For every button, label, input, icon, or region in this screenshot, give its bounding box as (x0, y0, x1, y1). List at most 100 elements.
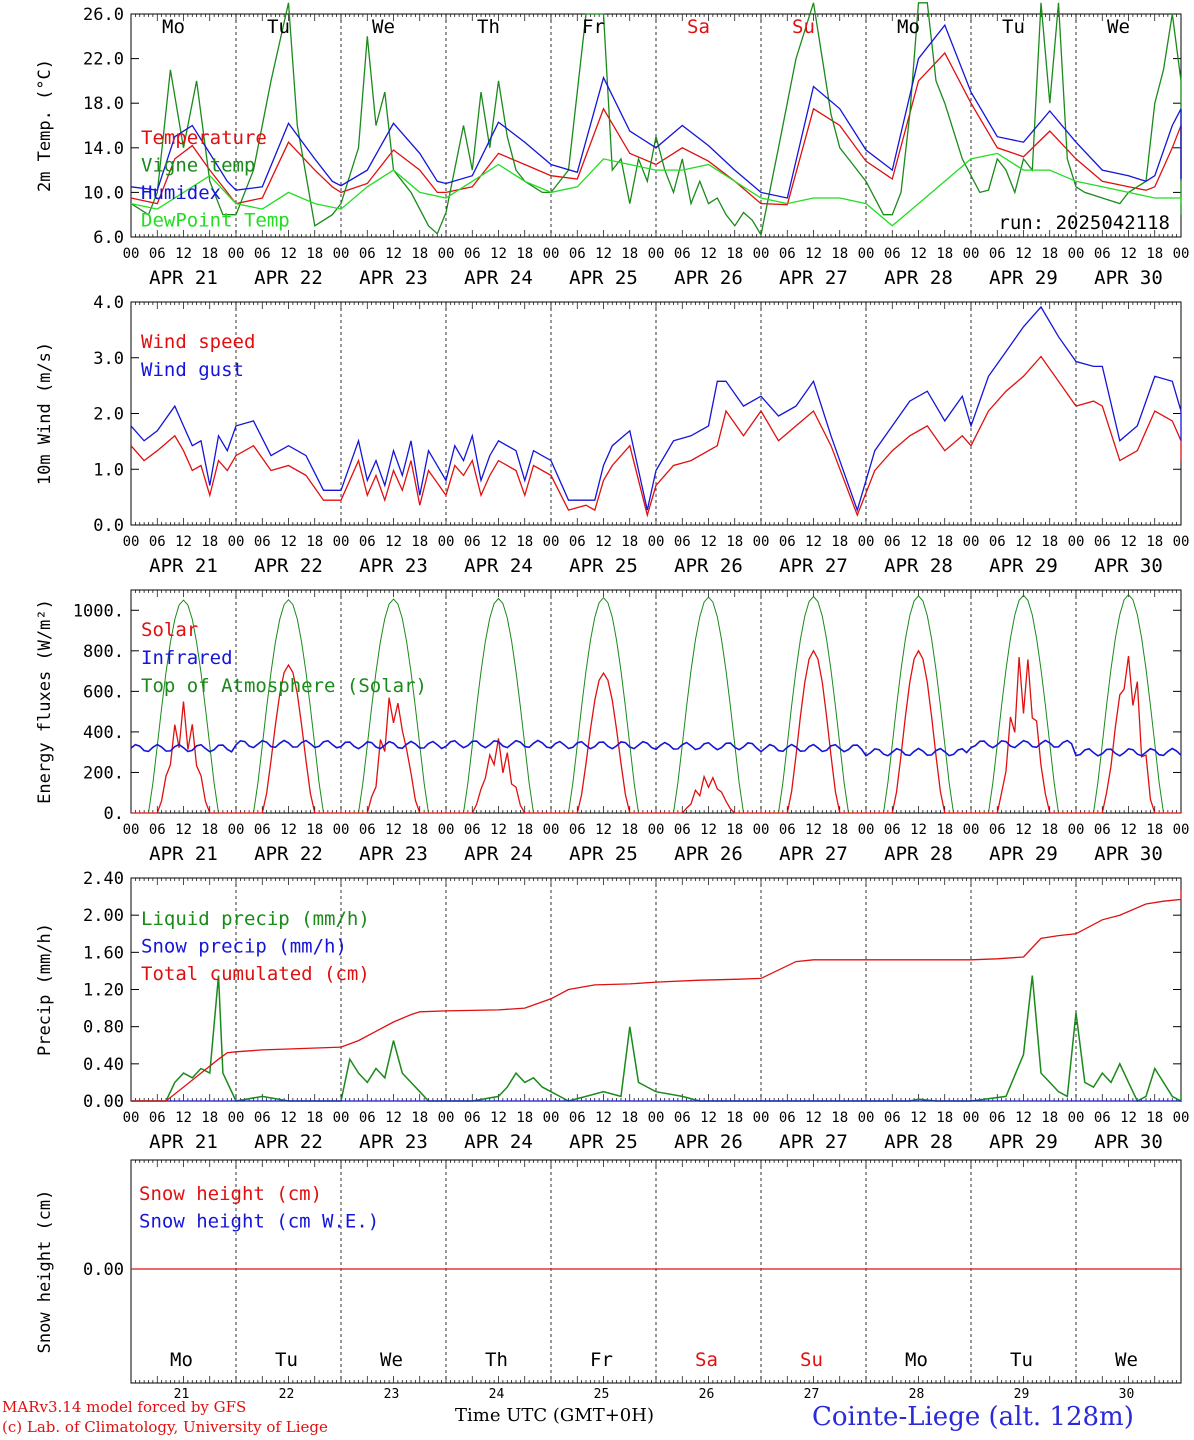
panel1-hour-label: 18 (726, 246, 743, 262)
panel1-hour-label: 00 (858, 246, 875, 262)
panel2-date-label: APR 29 (989, 555, 1058, 577)
panel1-hour-label: 00 (123, 246, 140, 262)
panel2-legend-1: Wind speed (141, 331, 255, 353)
panel2-y-tick-label: 2.0 (93, 405, 124, 425)
panel1-hour-label: 00 (438, 246, 455, 262)
panel4-hour-label: 12 (175, 1110, 192, 1126)
panel3-legend-1: Solar (141, 619, 198, 641)
panel1-hour-label: 12 (490, 246, 507, 262)
panel4-hour-label: 06 (464, 1110, 481, 1126)
panel4-hour-label: 06 (1094, 1110, 1111, 1126)
panel3-y-tick-label: 600. (83, 682, 124, 702)
panel3-y-tick-label: 400. (83, 723, 124, 743)
wind-gust-line (130, 305, 1182, 513)
wind-speed-line (130, 355, 1182, 518)
run-label: run: 2025042118 (998, 212, 1170, 234)
day-name-label: Tu (267, 16, 290, 38)
panel3-date-label: APR 30 (1094, 843, 1163, 865)
panel2-hour-label: 12 (385, 534, 402, 550)
panel4-hour-label: 06 (989, 1110, 1006, 1126)
panel2-date-label: APR 26 (674, 555, 743, 577)
panel1-frame (130, 13, 1182, 238)
panel4-hour-label: 06 (149, 1110, 166, 1126)
panel3-y-axis-label: Energy fluxes (W/m²) (35, 599, 55, 804)
day-number-label: 24 (489, 1387, 505, 1402)
panel3-hour-label: 00 (123, 822, 140, 838)
panel1-hour-label: 06 (149, 246, 166, 262)
day-number-label: 29 (1014, 1387, 1030, 1402)
panel4-hour-label: 18 (306, 1110, 323, 1126)
panel4-hour-label: 00 (963, 1110, 980, 1126)
panel4-date-label: APR 24 (464, 1131, 533, 1153)
panel3-hour-label: 06 (149, 822, 166, 838)
panel2-hour-label: 12 (280, 534, 297, 550)
panel3-hour-label: 06 (884, 822, 901, 838)
panel1-hour-label: 00 (543, 246, 560, 262)
panel3-hour-label: 12 (1015, 822, 1032, 838)
panel3-date-label: APR 29 (989, 843, 1058, 865)
day-name-label: Fr (590, 1349, 613, 1371)
panel3-legend-2: Infrared (141, 647, 233, 669)
day-number-label: 26 (699, 1387, 715, 1402)
panel1-date-label: APR 22 (254, 267, 323, 289)
x-axis-label: Time UTC (GMT+0H) (455, 1405, 654, 1426)
panel4-date-label: APR 30 (1094, 1131, 1163, 1153)
panel3-hour-label: 18 (621, 822, 638, 838)
panel2-y-tick-label: 0.0 (93, 516, 124, 536)
panel2-hour-label: 12 (700, 534, 717, 550)
panel3-hour-label: 18 (726, 822, 743, 838)
panel3-hour-label: 06 (1094, 822, 1111, 838)
panel4-legend-1: Liquid precip (mm/h) (141, 908, 370, 930)
panel1-hour-label: 00 (333, 246, 350, 262)
panel1-hour-label: 12 (910, 246, 927, 262)
day-name-label: Th (477, 16, 500, 38)
panel3-hour-label: 18 (936, 822, 953, 838)
panel3-hour-label: 18 (201, 822, 218, 838)
panel4-y-tick-label: 0.00 (83, 1092, 124, 1112)
panel4-hour-label: 12 (385, 1110, 402, 1126)
panel1-hour-label: 06 (1094, 246, 1111, 262)
panel3-y-tick-label: 1000. (73, 601, 124, 621)
panel3-hour-label: 18 (411, 822, 428, 838)
panel3-hour-label: 12 (385, 822, 402, 838)
panel1-hour-label: 12 (175, 246, 192, 262)
panel3-y-tick-label: 0. (104, 804, 124, 824)
panel4-hour-label: 12 (1120, 1110, 1137, 1126)
panel2-hour-label: 00 (648, 534, 665, 550)
panel4-date-label: APR 26 (674, 1131, 743, 1153)
panel2-hour-label: 18 (306, 534, 323, 550)
panel3-date-label: APR 28 (884, 843, 953, 865)
solar-line (131, 649, 1181, 814)
panel4-y-tick-label: 2.40 (83, 869, 124, 889)
panel1-hour-label: 18 (621, 246, 638, 262)
panel1-date-label: APR 24 (464, 267, 533, 289)
panel2-hour-label: 00 (543, 534, 560, 550)
panel3-hour-label: 00 (333, 822, 350, 838)
panel4-hour-label: 06 (569, 1110, 586, 1126)
panel4-hour-label: 06 (779, 1110, 796, 1126)
day-name-label: Tu (275, 1349, 298, 1371)
panel4-hour-label: 18 (726, 1110, 743, 1126)
panel1-legend-2: Vigne temp (141, 155, 255, 177)
panel4-date-label: APR 25 (569, 1131, 638, 1153)
panel2-date-label: APR 21 (149, 555, 218, 577)
panel4-hour-label: 18 (411, 1110, 428, 1126)
panel1-date-label: APR 28 (884, 267, 953, 289)
panel1-hour-label: 06 (674, 246, 691, 262)
panel4-y-tick-label: 1.20 (83, 981, 124, 1001)
panel2-hour-label: 06 (779, 534, 796, 550)
panel1-hour-label: 06 (569, 246, 586, 262)
day-name-label: Mo (905, 1349, 928, 1371)
day-name-label: Sa (695, 1349, 718, 1371)
day-name-label: Mo (897, 16, 920, 38)
panel2-date-label: APR 24 (464, 555, 533, 577)
panel2-hour-label: 00 (228, 534, 245, 550)
panel2-legend-2: Wind gust (141, 359, 244, 381)
panel2-date-label: APR 25 (569, 555, 638, 577)
panel1-legend-3: Humidex (141, 182, 221, 204)
day-name-label: Th (485, 1349, 508, 1371)
panel4-date-label: APR 27 (779, 1131, 848, 1153)
panel4-y-tick-label: 2.00 (83, 906, 124, 926)
panel1-hour-label: 06 (989, 246, 1006, 262)
day-number-label: 23 (384, 1387, 400, 1402)
